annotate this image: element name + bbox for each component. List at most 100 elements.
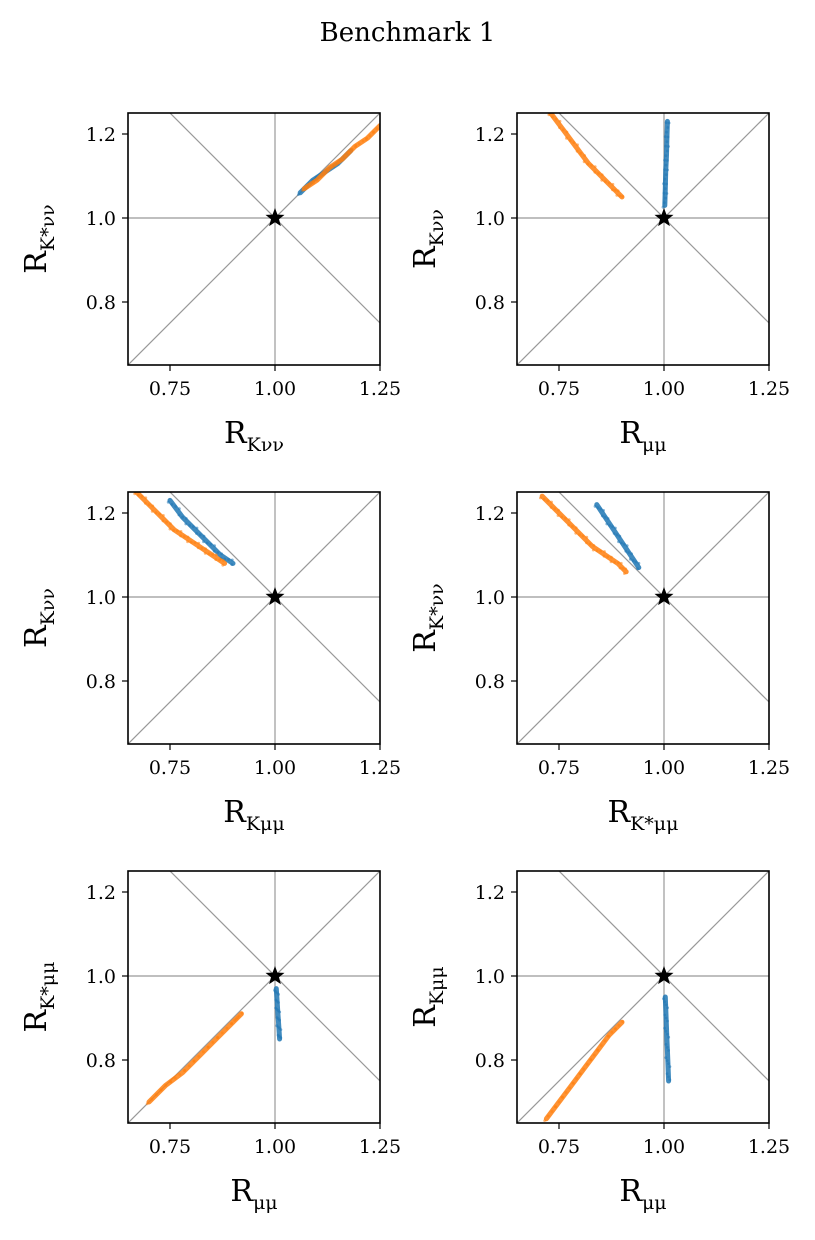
data-point <box>666 1019 669 1023</box>
x-axis-label-sub: μμ <box>253 1192 278 1214</box>
y-axis-label-sub: Kνν <box>426 209 448 246</box>
y-axis-label-sub: K*νν <box>37 204 59 251</box>
data-point <box>596 1048 599 1052</box>
data-point <box>668 1065 672 1068</box>
x-axis-label: RKμμ <box>223 795 284 835</box>
data-point <box>350 147 354 151</box>
series-band <box>167 497 236 566</box>
data-point <box>618 194 622 198</box>
data-point <box>664 144 667 148</box>
data-point <box>663 187 667 191</box>
data-point <box>666 159 669 162</box>
data-point <box>665 192 669 195</box>
data-point <box>326 168 330 171</box>
x-tick-label: 1.25 <box>359 757 401 779</box>
x-tick-label: 1.00 <box>643 757 685 779</box>
data-point <box>585 535 589 539</box>
y-tick-label: 1.2 <box>475 503 505 525</box>
data-point <box>624 567 628 571</box>
data-point <box>218 558 222 562</box>
x-tick-label: 0.75 <box>538 378 580 400</box>
data-point <box>558 126 561 129</box>
data-point <box>197 1055 201 1058</box>
data-point <box>667 1049 670 1052</box>
axes-frame <box>516 870 770 1124</box>
data-point <box>154 1093 158 1097</box>
data-point <box>597 172 600 175</box>
data-point <box>564 1091 568 1094</box>
x-tick-label: 0.75 <box>149 757 191 779</box>
data-point <box>230 558 234 562</box>
y-axis-label-sub: K*μμ <box>37 962 59 1010</box>
x-axis-label-main: R <box>619 416 643 451</box>
data-point <box>583 154 586 157</box>
data-point <box>590 163 593 167</box>
data-point <box>183 1069 187 1072</box>
data-point <box>615 533 619 537</box>
y-tick-label: 1.0 <box>86 966 116 988</box>
x-tick-label: 0.75 <box>538 1136 580 1158</box>
data-point <box>554 117 558 121</box>
y-tick-label: 1.2 <box>86 503 116 525</box>
x-axis-label-sub: Kμμ <box>246 813 285 835</box>
data-point <box>571 525 574 528</box>
data-point <box>207 552 211 556</box>
data-point <box>663 1000 667 1004</box>
data-point <box>664 173 668 177</box>
series-band <box>273 986 283 1042</box>
data-point <box>170 503 174 506</box>
x-tick-label: 0.75 <box>149 378 191 400</box>
data-point <box>604 180 607 184</box>
data-point <box>619 561 623 565</box>
y-axis-label-main: R <box>19 1008 54 1032</box>
data-point <box>546 1114 550 1118</box>
y-tick-label: 1.0 <box>475 587 505 609</box>
data-point <box>574 526 578 530</box>
reference-line-diagonal <box>128 113 380 365</box>
y-axis-label-main: R <box>19 624 54 648</box>
data-point <box>665 149 669 153</box>
data-point <box>277 1001 280 1004</box>
reference-line-antidiagonal <box>558 492 769 703</box>
data-point <box>567 523 571 527</box>
y-axis-label: RKμμ <box>408 966 448 1027</box>
data-point <box>184 522 188 526</box>
x-axis-label: RKνν <box>224 416 284 456</box>
data-point <box>336 161 340 165</box>
axes-frame <box>516 112 770 366</box>
data-point <box>200 546 204 550</box>
x-axis-label-main: R <box>619 1174 643 1209</box>
series-1 <box>661 118 671 209</box>
data-point <box>567 518 571 521</box>
series-band <box>146 1011 244 1105</box>
data-point <box>159 1088 163 1092</box>
data-point <box>613 1027 617 1031</box>
y-tick-label: 0.8 <box>86 1050 116 1072</box>
y-tick-label: 1.0 <box>86 587 116 609</box>
data-point <box>585 541 588 545</box>
data-point <box>634 560 638 564</box>
data-point <box>550 1110 554 1113</box>
series-band <box>662 118 670 208</box>
data-point <box>665 1059 669 1062</box>
data-point <box>614 526 617 530</box>
data-point <box>610 555 613 559</box>
data-point <box>193 541 197 544</box>
reference-line-antidiagonal <box>558 871 769 1082</box>
data-point <box>143 501 147 505</box>
y-axis-label-main: R <box>408 245 443 269</box>
data-point <box>133 492 137 496</box>
axes-frame <box>127 491 381 745</box>
x-axis-label-main: R <box>230 1174 254 1209</box>
y-axis-label-sub: Kμμ <box>426 966 448 1005</box>
data-point <box>557 1100 561 1104</box>
data-point <box>664 196 667 200</box>
data-point <box>174 505 178 508</box>
data-point <box>662 201 666 205</box>
series-band <box>548 113 625 200</box>
data-point <box>191 525 195 529</box>
data-point <box>347 151 350 155</box>
y-tick-label: 1.0 <box>475 208 505 230</box>
